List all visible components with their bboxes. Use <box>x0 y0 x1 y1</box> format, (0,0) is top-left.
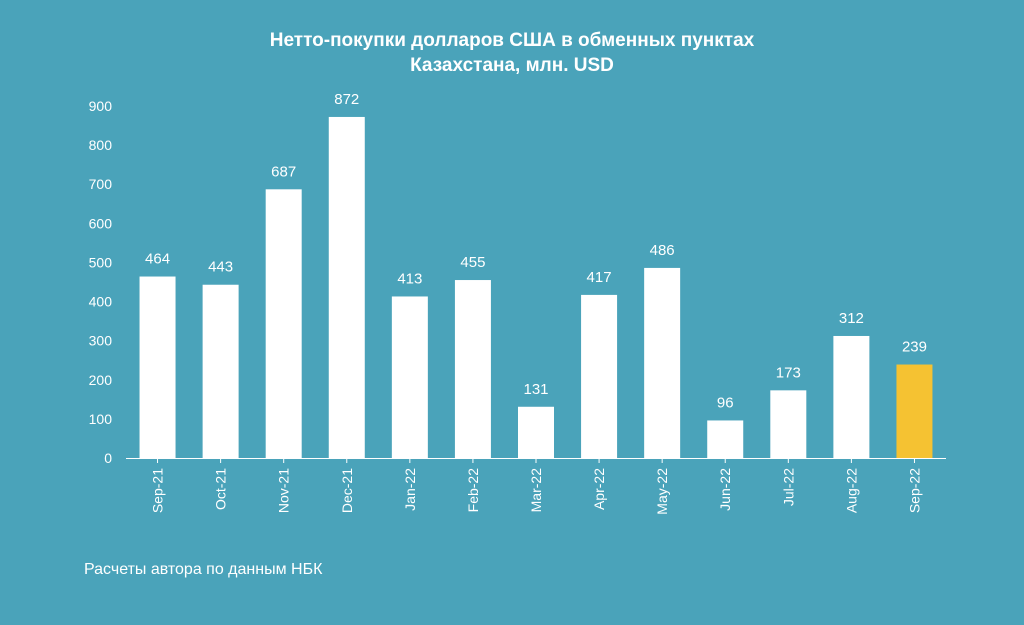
bar <box>265 189 302 458</box>
bar <box>770 390 807 458</box>
data-label: 96 <box>717 394 734 411</box>
data-label: 173 <box>776 364 801 381</box>
x-tick-label: Nov-21 <box>276 468 292 513</box>
y-tick-label: 300 <box>89 333 113 349</box>
bar <box>139 276 176 458</box>
data-label: 131 <box>523 381 548 398</box>
x-tick-label: Jun-22 <box>717 468 733 511</box>
data-label: 239 <box>902 339 927 356</box>
bar <box>391 296 428 458</box>
x-tick-label: Feb-22 <box>465 468 481 513</box>
y-tick-label: 400 <box>89 294 113 310</box>
y-tick-label: 800 <box>89 137 113 153</box>
chart-title-line-2: Казахстана, млн. USD <box>410 55 614 76</box>
x-tick-label: Jul-22 <box>780 468 796 506</box>
x-tick-label: Sep-21 <box>150 468 166 513</box>
y-tick-label: 600 <box>89 215 113 231</box>
x-tick-label: Jan-22 <box>402 468 418 511</box>
data-label: 687 <box>271 163 296 180</box>
data-label: 486 <box>650 242 675 259</box>
bar <box>707 420 744 458</box>
x-tick-label: Dec-21 <box>339 468 355 513</box>
y-tick-label: 200 <box>89 372 113 388</box>
x-tick-label: Sep-22 <box>906 468 922 513</box>
x-tick-label: May-22 <box>654 468 670 515</box>
x-tick-label: Apr-22 <box>591 468 607 510</box>
data-label: 312 <box>839 310 864 327</box>
data-label: 872 <box>334 91 359 108</box>
bar <box>896 364 933 458</box>
bar <box>454 280 491 458</box>
bar <box>581 294 618 458</box>
bar <box>328 116 365 458</box>
y-tick-label: 900 <box>89 98 113 114</box>
x-tick-label: Oct-21 <box>213 468 229 510</box>
data-label: 417 <box>587 269 612 286</box>
x-tick-label: Aug-22 <box>843 468 859 513</box>
y-tick-label: 100 <box>89 411 113 427</box>
chart-title: Нетто-покупки долларов США в обменных пу… <box>0 28 1024 78</box>
bar <box>833 335 870 458</box>
data-label: 443 <box>208 259 233 276</box>
chart-title-line-1: Нетто-покупки долларов США в обменных пу… <box>269 30 755 51</box>
y-tick-label: 500 <box>89 254 113 270</box>
bar <box>518 406 554 458</box>
y-tick-label: 700 <box>89 176 113 192</box>
data-label: 464 <box>145 251 170 268</box>
x-tick-label: Mar-22 <box>528 468 544 513</box>
data-label: 455 <box>460 254 485 271</box>
source-note: Расчеты автора по данным НБК <box>84 561 323 578</box>
bar <box>644 267 681 458</box>
y-tick-label: 0 <box>104 450 112 466</box>
data-label: 413 <box>397 270 422 287</box>
bar <box>202 284 239 458</box>
